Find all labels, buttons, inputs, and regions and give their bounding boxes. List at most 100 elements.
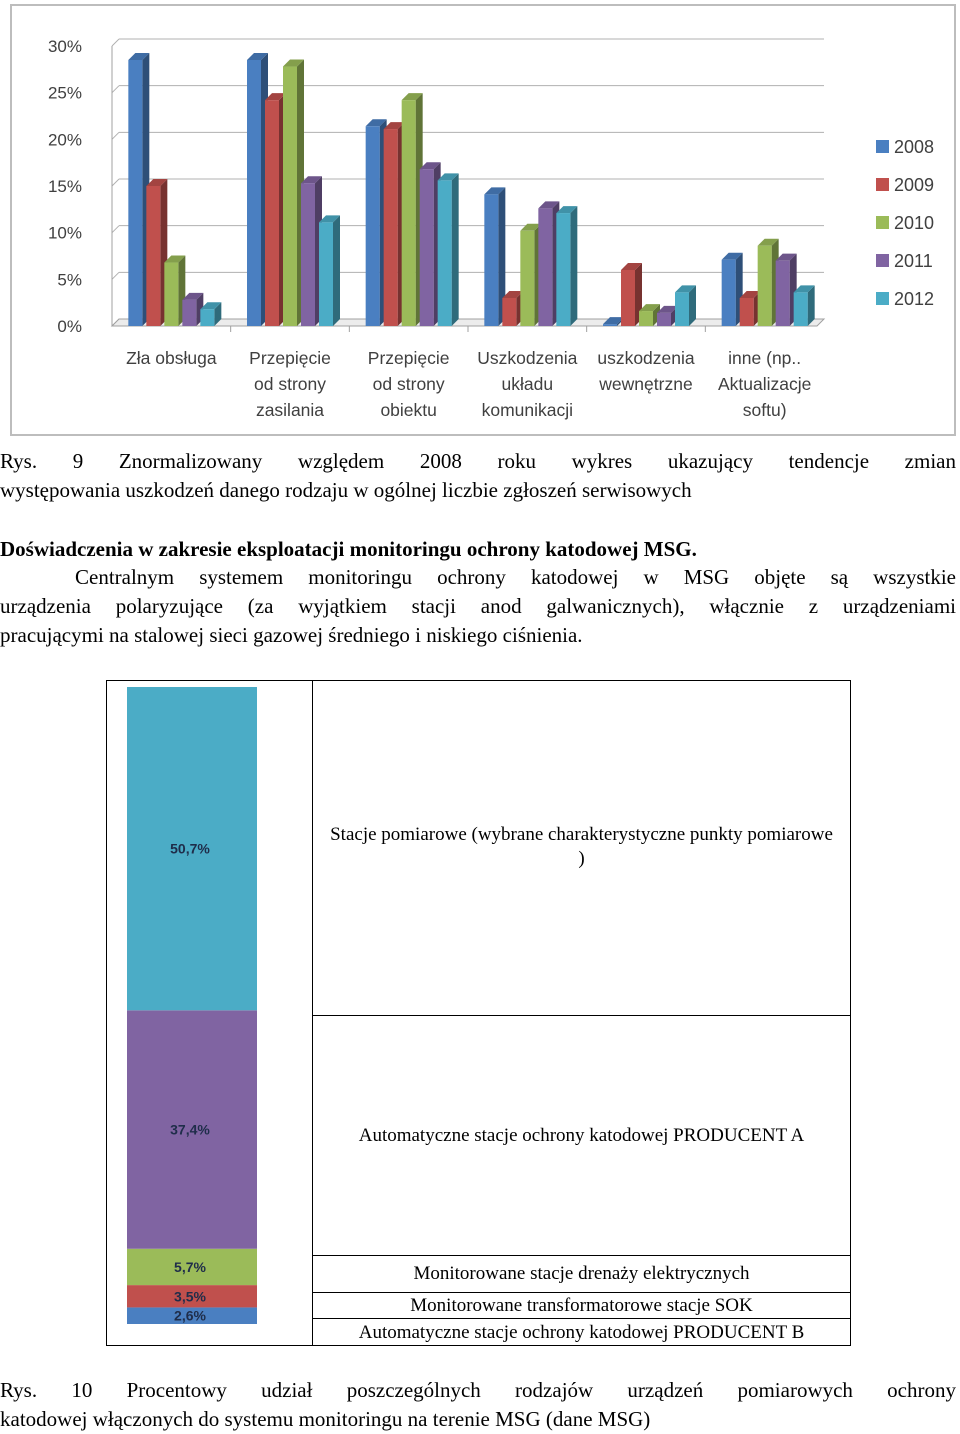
bar-2009-cat5 — [739, 291, 761, 326]
segment-value-label: 5,7% — [174, 1259, 206, 1275]
bar-2008-cat5 — [721, 252, 743, 326]
stacked-segment-2 — [127, 1248, 257, 1286]
bar-2012-cat3 — [556, 206, 578, 326]
bar-front — [721, 259, 736, 326]
bar-front — [128, 60, 143, 326]
bar-front — [739, 298, 754, 326]
bar-top — [657, 305, 678, 313]
chart1-frame: 0% 5% 10% 15% 20% 25% 30% Zła obsługa Przepięcie… — [10, 4, 956, 436]
stacked-segment-4 — [127, 687, 257, 1011]
bar-2012-cat0 — [200, 302, 222, 326]
bar-top — [721, 252, 743, 260]
bar-side — [214, 302, 222, 326]
bar-2010-cat1 — [283, 59, 304, 327]
bar-front — [556, 213, 571, 326]
y-tick-label: 20% — [48, 130, 82, 149]
bar-2008-cat2 — [365, 119, 387, 327]
bar-2011-cat5 — [775, 253, 797, 326]
bar-front — [639, 311, 653, 326]
x-category-label: komunikacji — [482, 400, 573, 420]
bar-2009-cat2 — [383, 122, 405, 326]
legend-swatch-2009 — [876, 178, 889, 191]
bar-front — [502, 298, 517, 326]
bar-2011-cat2 — [419, 162, 441, 326]
x-category-label: Przepięcie — [368, 348, 450, 368]
y-tick-label: 10% — [48, 224, 82, 243]
bar-top — [146, 179, 168, 186]
bar-side — [498, 187, 506, 326]
segment-value-label: 3,5% — [174, 1288, 206, 1304]
legend-label-2011: 2011 — [894, 251, 933, 271]
y-tick-label: 25% — [48, 84, 82, 103]
bar-2009-cat3 — [502, 291, 524, 326]
legend-cell-4: Stacje pomiarowe (wybrane charakterystyc… — [312, 680, 850, 1015]
bar-top — [520, 223, 542, 231]
x-category-label: układu — [502, 374, 554, 394]
bar-front — [401, 100, 416, 326]
y-tick-label: 5% — [57, 270, 82, 289]
bar-2008-cat3 — [484, 187, 506, 326]
x-category-label: Przepięcie — [249, 348, 331, 368]
chart1-svg: 0% 5% 10% 15% 20% 25% 30% Zła obsługa Przepięcie… — [48, 37, 934, 420]
legend-swatch-2012 — [876, 292, 889, 305]
bar-side — [570, 206, 578, 326]
bar-top — [502, 291, 524, 298]
bar-side — [689, 285, 696, 326]
caption-fig10-line2: katodowej włączonych do systemu monitori… — [0, 1407, 651, 1431]
bar-front — [484, 194, 499, 326]
bar-2012-cat4 — [675, 285, 696, 326]
bar-side — [333, 215, 340, 326]
bar-side — [451, 173, 459, 326]
paragraph-line2: urządzenia polaryzujące (za wyjątkiem st… — [0, 594, 956, 618]
segment-value-label: 37,4% — [170, 1122, 210, 1138]
bar-2012-cat5 — [793, 285, 815, 326]
bar-top — [128, 53, 150, 60]
bar-top — [365, 119, 387, 127]
bar-front — [301, 183, 315, 326]
bar-top — [265, 93, 286, 101]
x-category-label: Zła obsługa — [126, 348, 217, 368]
segment-value-label: 2,6% — [174, 1308, 206, 1324]
stacked-segment-0 — [127, 1307, 257, 1324]
bar-top — [247, 53, 268, 60]
bar-2010-cat5 — [757, 238, 779, 326]
bar-2010-cat0 — [164, 255, 186, 326]
legend-label-2009: 2009 — [894, 175, 934, 195]
y-tick-label: 30% — [48, 37, 82, 56]
bar-front — [657, 312, 671, 326]
chart2-svg: 2,6% 3,5% 5,7% 37,4% 50,7% — [127, 687, 257, 1324]
bar-front — [265, 100, 279, 326]
paragraph-line1: Centralnym systemem monitoringu ochrony … — [75, 565, 956, 589]
bar-front — [164, 262, 179, 326]
caption-fig10-line1: Rys. 10 Procentowy udział poszczególnych… — [0, 1378, 956, 1402]
bar-front — [365, 126, 380, 327]
bar-top — [200, 302, 222, 310]
bar-front — [283, 66, 297, 327]
bar-front — [775, 260, 790, 326]
chart2-frame: 2,6% 3,5% 5,7% 37,4% 50,7% — [106, 680, 851, 1346]
gridline-side — [111, 131, 120, 140]
bar-front — [383, 129, 398, 326]
x-category-label: od strony — [254, 374, 326, 394]
bar-front — [247, 60, 261, 326]
bar-top — [283, 59, 304, 67]
bar-top — [301, 176, 322, 184]
bar-top — [319, 215, 340, 223]
x-category-label: softu) — [743, 400, 787, 420]
bar-top — [383, 122, 405, 130]
bar-top — [603, 317, 624, 325]
x-category-label: od strony — [373, 374, 445, 394]
bar-2012-cat2 — [437, 173, 459, 326]
bar-2009-cat0 — [146, 179, 168, 326]
bar-top — [793, 285, 815, 293]
segment-value-label: 50,7% — [170, 841, 210, 857]
bar-top — [401, 93, 423, 101]
bar-top — [484, 187, 506, 195]
bar-front — [200, 309, 215, 326]
caption-fig9-line1: Rys. 9 Znormalizowany względem 2008 roku… — [0, 449, 956, 473]
bar-top — [675, 285, 696, 293]
bar-front — [437, 180, 452, 326]
gridline-side — [111, 85, 120, 94]
bar-front — [621, 270, 635, 326]
bar-front — [182, 299, 197, 326]
